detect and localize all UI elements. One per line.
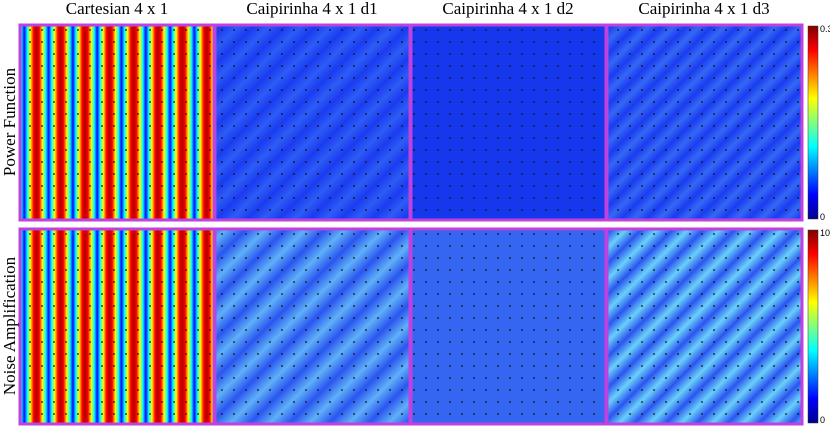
colorbar-min: 0	[820, 212, 825, 222]
column-title: Cartesian 4 x 1	[66, 0, 168, 18]
row-1-panels	[18, 23, 804, 222]
panel-frame	[605, 23, 804, 222]
colorbar	[807, 229, 819, 424]
panel-frame	[605, 227, 804, 426]
colorbar-max: 10	[820, 228, 830, 238]
row-label: Power Function	[0, 67, 19, 176]
column-title: Caipirinha 4 x 1 d3	[638, 0, 769, 18]
colorbar-min: 0	[820, 415, 825, 425]
row-2-panels	[18, 227, 804, 426]
row-label: Noise Amplification	[0, 256, 19, 395]
column-title: Caipirinha 4 x 1 d2	[442, 0, 573, 18]
colorbar	[807, 25, 819, 220]
column-title: Caipirinha 4 x 1 d1	[246, 0, 377, 18]
colorbar-max: 0.3	[820, 24, 830, 34]
